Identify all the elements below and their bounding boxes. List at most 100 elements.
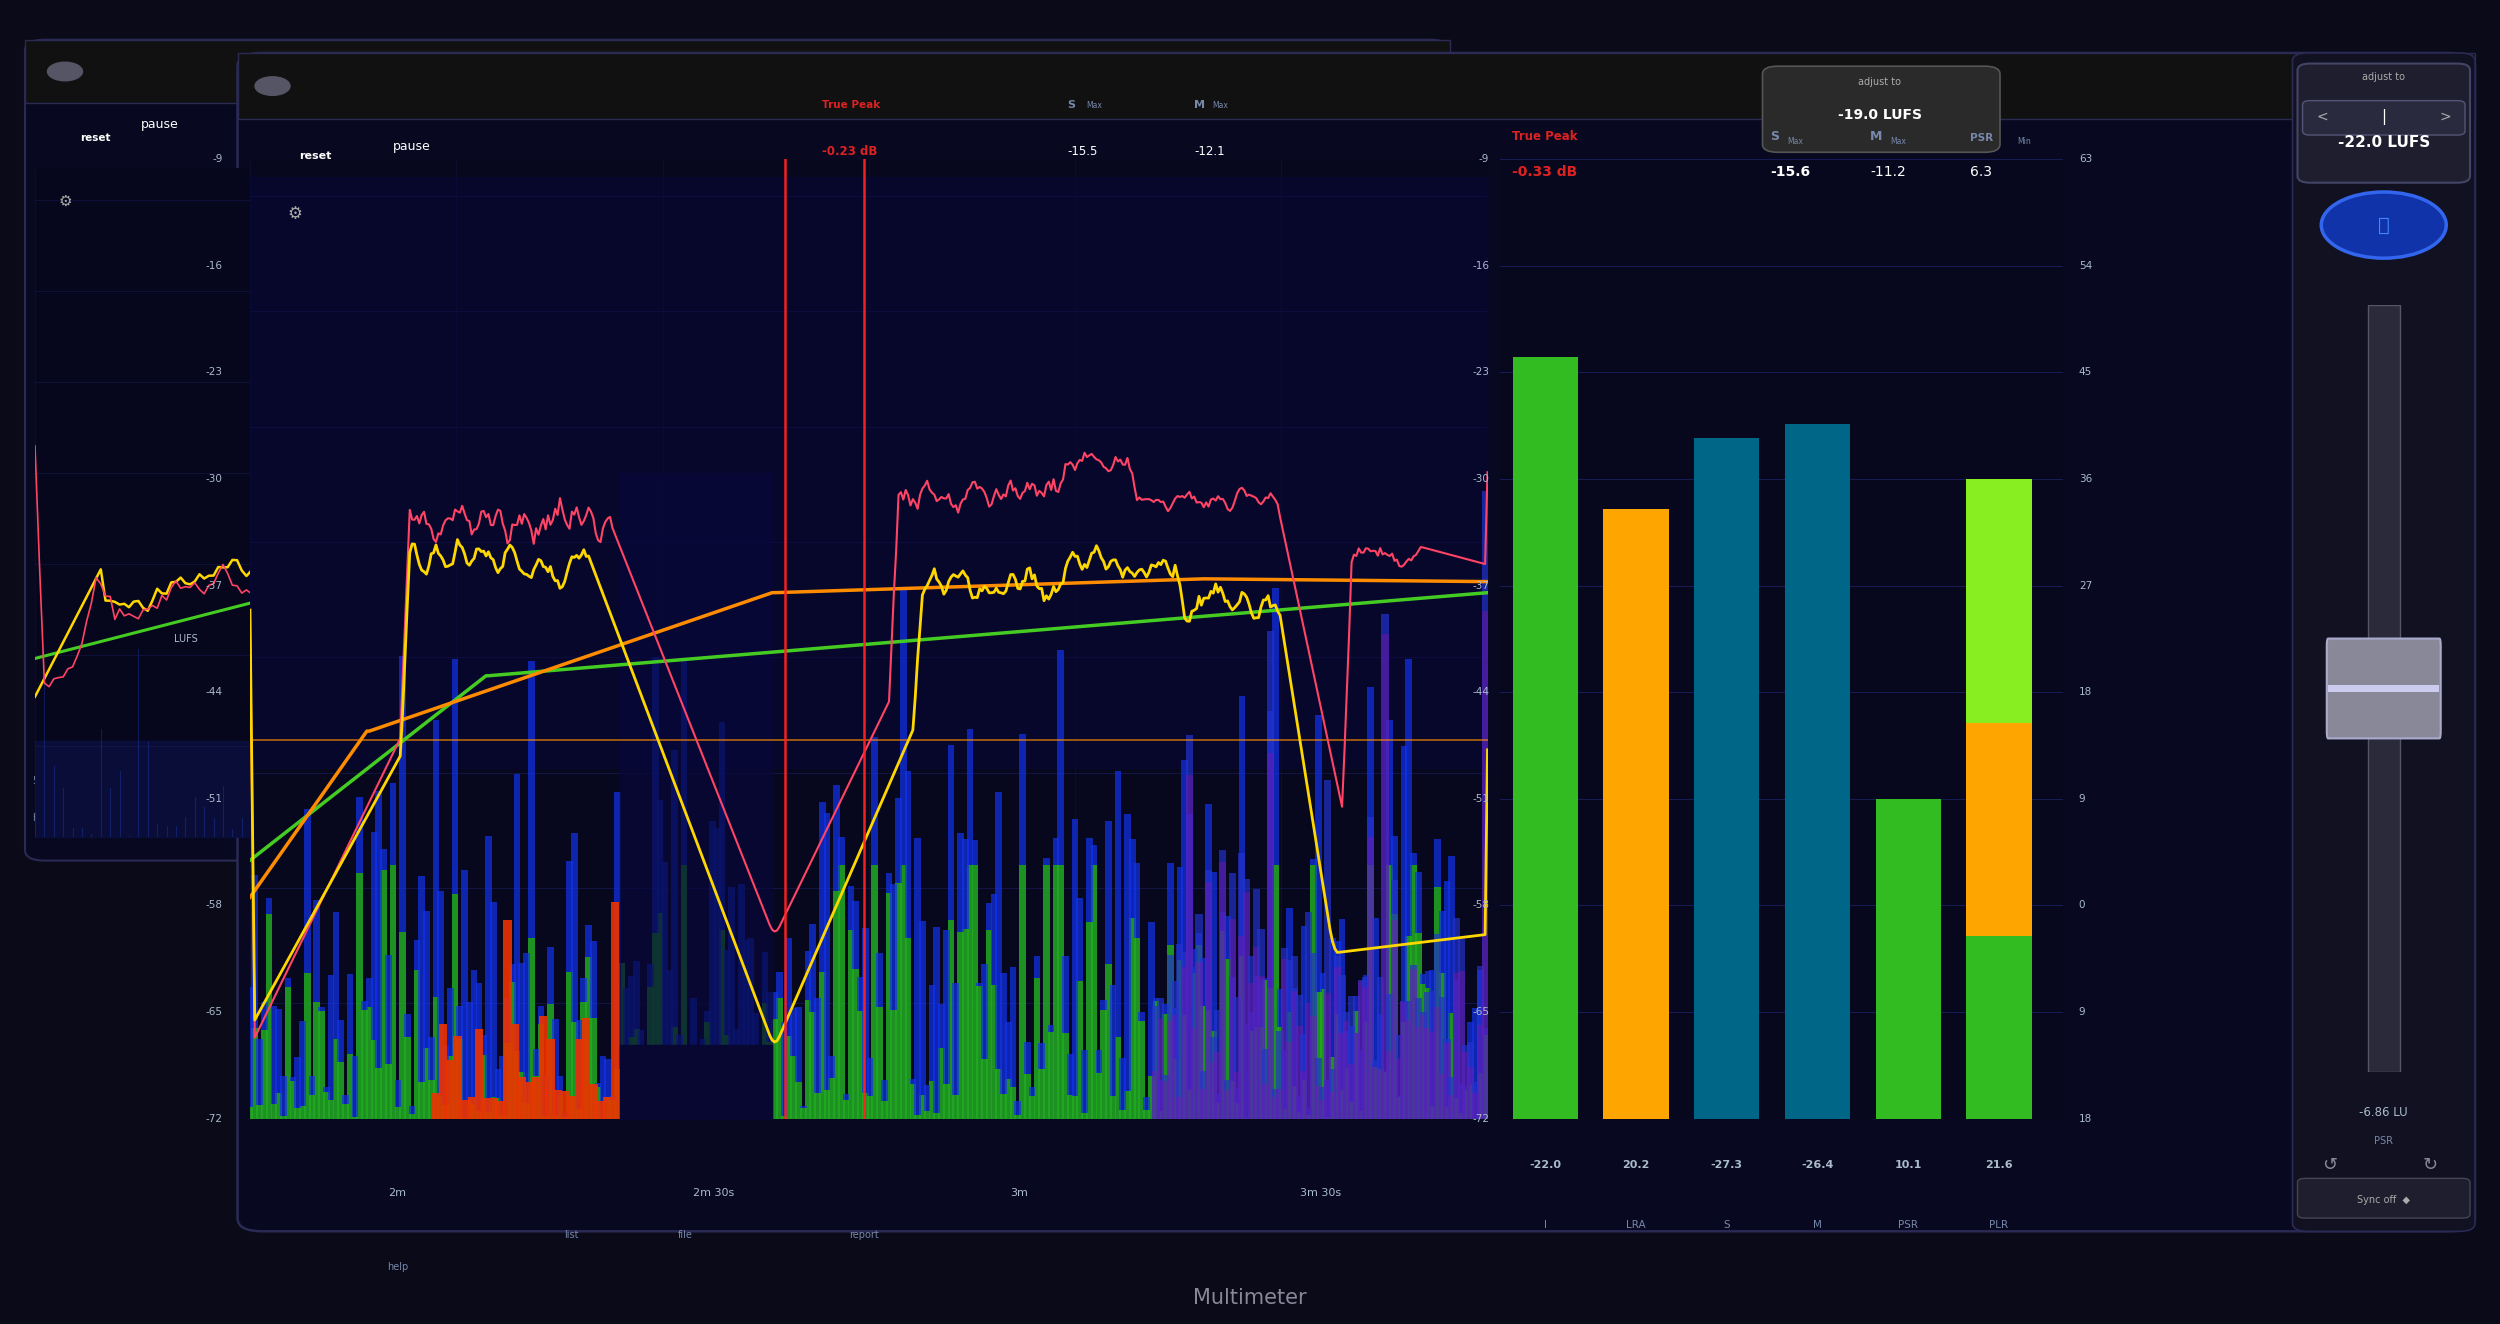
Text: |: | — [2380, 109, 2388, 124]
Bar — [1248, 984, 1255, 1119]
Bar — [332, 1039, 340, 1119]
Bar — [820, 972, 825, 1119]
Bar — [312, 900, 320, 1002]
Bar — [915, 1115, 920, 1119]
Bar — [715, 829, 720, 1106]
Bar — [1182, 1016, 1188, 1119]
Bar — [452, 659, 458, 894]
Bar — [1338, 919, 1345, 1090]
Bar — [822, 1090, 830, 1119]
Bar — [738, 1053, 745, 1119]
Bar — [1058, 865, 1065, 1119]
Bar — [775, 998, 782, 1119]
Text: -9: -9 — [213, 154, 222, 164]
Bar — [905, 772, 912, 937]
Bar — [442, 1106, 450, 1119]
Bar — [1338, 1033, 1345, 1119]
Bar — [465, 1002, 472, 1100]
Bar — [1425, 992, 1432, 1029]
Bar — [748, 1111, 755, 1119]
Bar — [1235, 1088, 1240, 1103]
Bar — [810, 1013, 815, 1119]
Bar — [1400, 745, 1408, 1022]
Bar — [1315, 1058, 1322, 1086]
Bar — [1248, 956, 1255, 984]
Bar — [1130, 918, 1135, 1119]
Bar — [300, 1021, 305, 1107]
Bar — [1262, 1084, 1270, 1119]
Text: 20.2: 20.2 — [1622, 1160, 1650, 1170]
Bar — [1262, 978, 1270, 981]
Bar — [1162, 1014, 1170, 1119]
Bar — [285, 988, 292, 1119]
Bar — [505, 1043, 510, 1119]
Bar — [1968, 723, 2032, 936]
Bar — [1335, 941, 1340, 1014]
Bar — [1285, 960, 1292, 1042]
Bar — [1385, 994, 1393, 1051]
Text: 36: 36 — [2080, 474, 2092, 483]
Bar — [1230, 874, 1235, 919]
Bar — [582, 1018, 590, 1119]
Bar — [540, 1016, 548, 1119]
Bar — [1425, 988, 1430, 1119]
Bar — [1420, 1012, 1427, 1016]
Bar — [1138, 1022, 1145, 1119]
Bar — [768, 993, 772, 1042]
Bar — [1180, 967, 1188, 1119]
Bar — [828, 1055, 835, 1078]
Bar — [1320, 1087, 1328, 1099]
Bar — [675, 1035, 682, 1106]
Bar — [280, 1075, 288, 1116]
Bar — [1448, 1078, 1455, 1095]
Bar — [1172, 981, 1178, 1014]
Bar — [1358, 980, 1365, 981]
Bar — [1435, 887, 1440, 1119]
Bar — [968, 730, 972, 865]
Text: 3m 30s: 3m 30s — [1300, 1188, 1342, 1198]
Bar — [1220, 931, 1225, 1119]
Bar — [2328, 686, 2440, 691]
Bar — [265, 914, 272, 1119]
Bar — [1130, 839, 1135, 918]
Text: -12.1: -12.1 — [1195, 144, 1225, 158]
Bar — [318, 1010, 325, 1119]
Bar — [1458, 939, 1465, 972]
Bar — [1695, 438, 1760, 1119]
Bar — [462, 870, 468, 1117]
Bar — [800, 1108, 808, 1119]
Bar — [610, 1100, 615, 1119]
Text: Max: Max — [1788, 136, 1802, 146]
Bar — [848, 931, 855, 1119]
Bar — [952, 982, 960, 1095]
Bar — [1210, 873, 1218, 1030]
Text: 54: 54 — [2080, 261, 2092, 270]
Bar — [1448, 1095, 1455, 1119]
Bar — [280, 1116, 288, 1119]
Text: 3m: 3m — [1010, 1188, 1028, 1198]
Bar — [1225, 1090, 1230, 1119]
Bar — [1178, 1096, 1182, 1119]
Bar — [512, 775, 520, 1051]
Bar — [700, 1039, 708, 1090]
Bar — [370, 1041, 378, 1119]
Bar — [1042, 865, 1050, 1119]
Bar — [768, 1042, 772, 1119]
Bar — [1310, 865, 1318, 1119]
Bar — [395, 1107, 400, 1119]
Bar — [1435, 935, 1440, 1006]
Bar — [1315, 992, 1322, 1119]
Bar — [1062, 1033, 1070, 1119]
Text: 2m: 2m — [388, 1188, 408, 1198]
Bar — [1320, 989, 1328, 1119]
Bar — [1000, 973, 1008, 1094]
Bar — [995, 792, 1002, 1068]
Text: I: I — [1545, 1219, 1548, 1230]
Bar — [1190, 967, 1198, 1027]
Bar — [602, 1098, 612, 1119]
Bar — [1362, 986, 1370, 1119]
Bar — [475, 1111, 482, 1119]
Text: >: > — [2440, 110, 2450, 123]
Bar — [1438, 997, 1445, 1074]
Bar — [880, 1080, 888, 1100]
